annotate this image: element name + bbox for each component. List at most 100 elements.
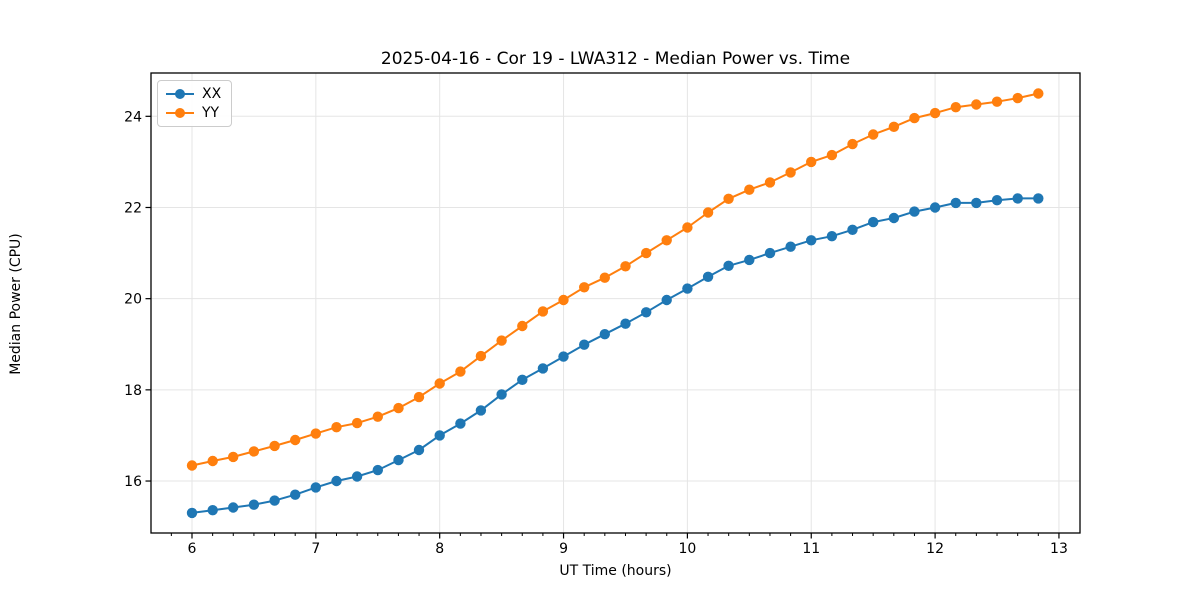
data-point-xx — [496, 389, 507, 400]
data-point-yy — [1012, 92, 1023, 104]
data-point-xx — [929, 202, 941, 213]
data-point-yy — [785, 167, 796, 178]
legend-line-marker-icon — [166, 108, 194, 118]
data-point-xx — [744, 254, 755, 266]
x-tick-label: 13 — [1050, 541, 1068, 557]
data-point-yy — [331, 422, 342, 433]
x-tick-label: 7 — [311, 541, 320, 557]
data-point-xx — [558, 351, 569, 362]
data-point-yy — [826, 149, 838, 161]
data-point-yy — [641, 247, 652, 259]
x-tick-label: 12 — [926, 541, 944, 557]
y-tick-label: 24 — [124, 109, 142, 125]
data-point-yy — [661, 235, 672, 246]
data-point-xx — [310, 482, 321, 493]
data-point-xx — [826, 231, 838, 242]
data-point-yy — [620, 261, 631, 272]
axes-frame — [150, 72, 1081, 534]
x-tick-label: 10 — [678, 541, 696, 557]
data-point-xx — [723, 260, 734, 271]
data-point-xx — [599, 329, 610, 340]
data-point-xx — [269, 495, 280, 506]
data-point-xx — [248, 499, 260, 510]
data-point-xx — [682, 283, 693, 294]
legend: XX YY — [157, 80, 233, 127]
series-line-yy — [191, 92, 1039, 467]
data-point-yy — [888, 121, 900, 132]
data-point-yy — [186, 460, 198, 471]
data-point-yy — [599, 272, 610, 283]
data-point-yy — [971, 99, 982, 110]
data-point-yy — [909, 112, 920, 124]
data-point-yy — [744, 184, 755, 195]
data-point-xx — [991, 195, 1003, 206]
tick-label-layer: 6 7 8 9 10 11 12 13 16 18 20 22 24 — [124, 109, 1068, 557]
legend-label-yy: YY — [202, 105, 220, 121]
data-point-yy — [537, 306, 549, 317]
legend-item-yy: YY — [165, 105, 221, 121]
data-point-yy — [351, 417, 363, 429]
data-point-yy — [950, 102, 961, 113]
data-point-yy — [702, 207, 714, 218]
data-point-yy — [413, 391, 425, 403]
data-point-xx — [434, 430, 445, 441]
data-point-xx — [351, 471, 363, 482]
data-point-xx — [702, 271, 714, 282]
data-point-yy — [228, 451, 239, 463]
x-tick-label: 6 — [188, 541, 197, 557]
data-point-yy — [310, 428, 321, 439]
data-point-xx — [393, 454, 404, 466]
data-point-xx — [661, 294, 672, 306]
data-point-yy — [991, 96, 1003, 107]
y-tick-label: 18 — [124, 383, 142, 399]
data-point-yy — [579, 282, 590, 293]
data-point-xx — [372, 464, 383, 476]
data-point-xx — [806, 235, 817, 246]
data-point-xx — [888, 212, 900, 224]
series-line-xx — [191, 197, 1039, 514]
grid-layer — [151, 73, 1080, 533]
data-point-yy — [455, 366, 466, 377]
data-point-yy — [475, 350, 487, 362]
data-point-yy — [806, 156, 817, 168]
data-point-yy — [847, 138, 858, 150]
x-tick-label: 8 — [435, 541, 444, 557]
x-tick-label: 9 — [559, 541, 568, 557]
data-point-yy — [929, 107, 941, 119]
data-point-yy — [764, 177, 776, 188]
data-point-xx — [764, 247, 776, 259]
data-point-yy — [290, 434, 301, 446]
legend-marker-xx — [175, 89, 185, 99]
data-point-xx — [1033, 193, 1044, 204]
data-point-yy — [558, 294, 569, 306]
data-point-xx — [331, 475, 342, 487]
data-point-yy — [393, 402, 404, 414]
data-point-xx — [950, 197, 961, 209]
data-point-yy — [868, 129, 879, 140]
data-point-yy — [269, 440, 280, 452]
data-point-xx — [228, 502, 239, 513]
data-point-xx — [207, 505, 218, 516]
legend-line-marker-icon — [166, 89, 194, 99]
data-point-xx — [413, 444, 425, 456]
data-point-xx — [290, 489, 301, 500]
chart-title: 2025-04-16 - Cor 19 - LWA312 - Median Po… — [380, 49, 851, 69]
axes-layer — [145, 72, 1081, 539]
data-point-yy — [434, 378, 445, 389]
data-point-xx — [847, 224, 858, 235]
legend-marker-yy — [175, 108, 185, 118]
data-point-yy — [682, 222, 693, 233]
data-point-yy — [517, 320, 528, 332]
data-point-yy — [207, 455, 218, 467]
data-point-xx — [909, 206, 920, 217]
x-tick-label: 11 — [802, 541, 820, 557]
legend-label-xx: XX — [202, 86, 222, 102]
y-axis-label: Median Power (CPU) — [8, 233, 24, 375]
y-tick-label: 22 — [124, 200, 142, 216]
data-point-xx — [785, 241, 796, 252]
data-point-xx — [971, 197, 982, 209]
data-point-xx — [517, 374, 528, 385]
data-point-xx — [455, 418, 466, 429]
